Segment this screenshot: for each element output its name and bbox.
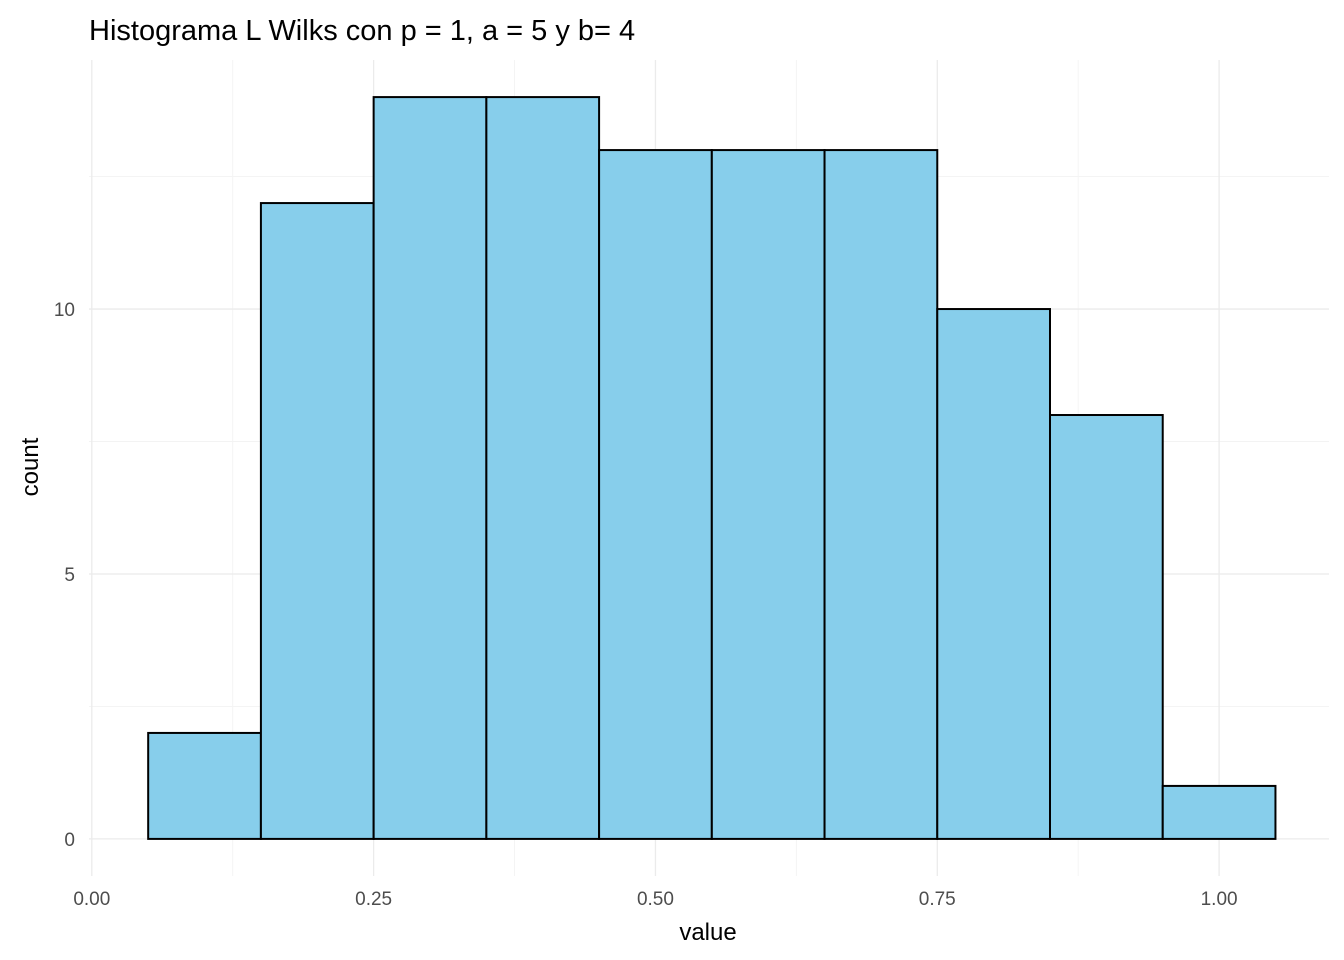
- histogram-bar: [372, 96, 488, 840]
- chart-title: Histograma L Wilks con p = 1, a = 5 y b=…: [89, 15, 635, 47]
- y-tick-label: 10: [54, 300, 75, 321]
- histogram-bar: [823, 149, 939, 840]
- histogram-bar: [1161, 784, 1277, 840]
- x-tick-label: 0.75: [919, 889, 956, 910]
- x-tick-label: 0.50: [637, 889, 674, 910]
- histogram-bar: [598, 149, 713, 840]
- histogram-bar: [1049, 414, 1164, 840]
- histogram-bar: [147, 731, 262, 840]
- histogram-bar: [485, 96, 601, 840]
- histogram-bar: [936, 308, 1051, 840]
- x-tick-label: 0.25: [355, 889, 392, 910]
- histogram-bar: [259, 202, 375, 840]
- y-tick-label: 5: [64, 565, 75, 586]
- tick-labels: 0.00 0.25 0.50 0.75 1.00 0 5 10: [54, 300, 1238, 910]
- x-tick-label: 1.00: [1201, 889, 1238, 910]
- y-tick-label: 0: [64, 830, 75, 851]
- x-axis-label: value: [679, 919, 736, 946]
- y-axis-label: count: [17, 437, 44, 496]
- histogram-bars: [147, 96, 1277, 840]
- histogram-bar: [710, 149, 826, 840]
- x-tick-label: 0.00: [73, 889, 110, 910]
